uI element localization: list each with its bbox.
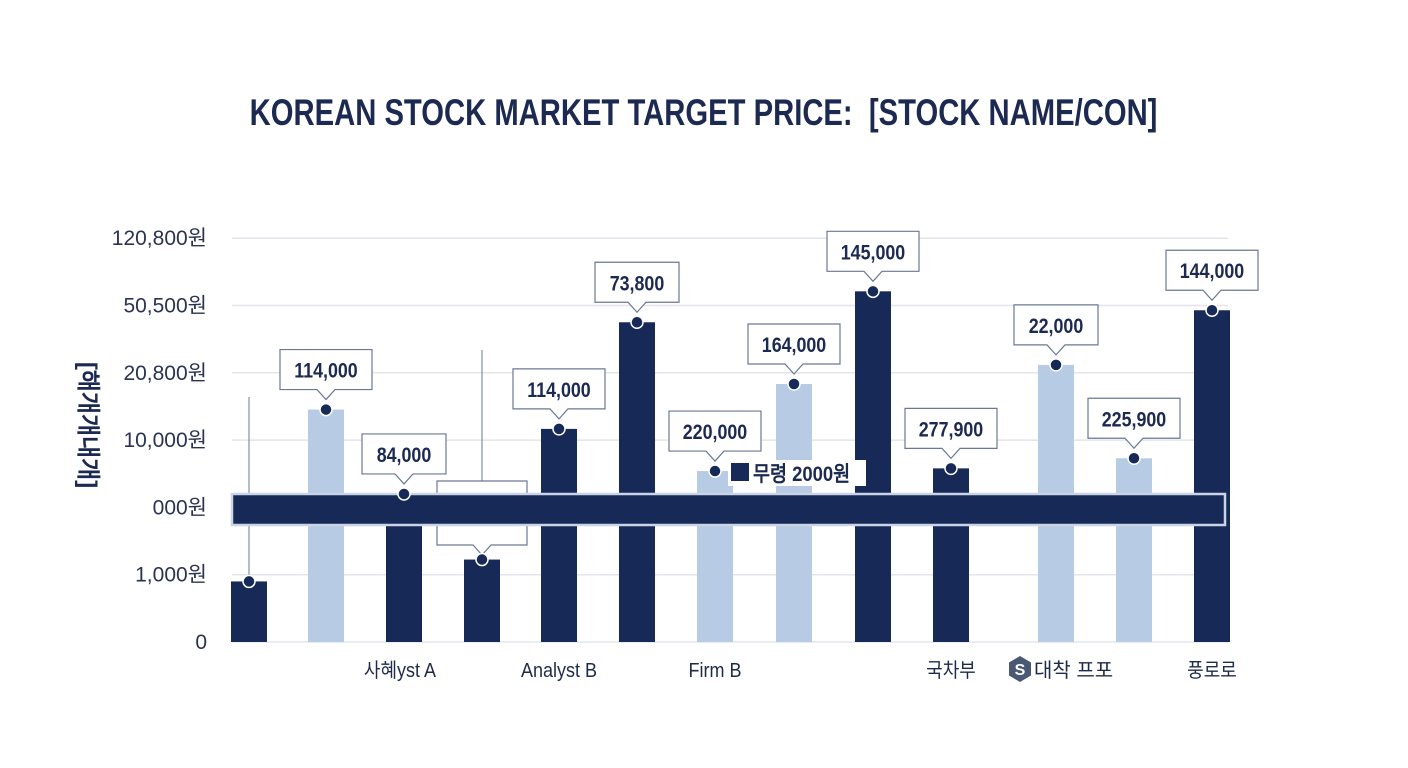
- data-label-callout: 164,000: [747, 323, 841, 375]
- callout-box: [279, 348, 373, 401]
- y-axis-title: [해개개내개]: [74, 362, 101, 488]
- data-label-callout: 144,000: [1165, 249, 1259, 302]
- callout-box: [1165, 249, 1259, 302]
- data-point-dot: [1127, 451, 1141, 466]
- legend-background: [728, 460, 866, 486]
- x-axis-label: 사혜yst A: [364, 659, 436, 682]
- x-axis-label: 국차부: [926, 659, 976, 682]
- data-point-dot: [397, 487, 411, 501]
- data-point-dot: [708, 464, 722, 478]
- data-point-dot: [319, 402, 333, 417]
- data-point-dot: [866, 284, 880, 299]
- data-label: 114,000: [527, 379, 591, 403]
- data-label-callout: 114,000: [512, 368, 606, 420]
- y-tick-label: 10,000원: [123, 429, 207, 452]
- data-label-callout: 225,900: [1087, 397, 1181, 450]
- bar: [541, 428, 577, 642]
- bar: [619, 322, 655, 642]
- data-point-dot: [552, 422, 566, 436]
- legend-swatch: [731, 463, 749, 481]
- callout-box: [1087, 397, 1181, 450]
- data-label: 164,000: [762, 334, 827, 358]
- logo-letter: S: [1015, 662, 1026, 679]
- data-label-callout: 145,000: [826, 230, 920, 283]
- data-label: 22,000: [1029, 315, 1084, 339]
- data-label: 114,000: [294, 359, 358, 383]
- data-label-callout: 73,800: [594, 261, 680, 314]
- data-point-dot: [944, 461, 958, 476]
- x-axis-label: Analyst B: [521, 660, 597, 682]
- y-tick-label: 20,800원: [123, 362, 207, 385]
- overlay-band: [230, 492, 1227, 527]
- data-label: 84,000: [377, 444, 432, 468]
- data-label-callout: 22,000: [1013, 304, 1099, 356]
- s-hexagon-logo: S: [1009, 656, 1031, 682]
- callout-box: [826, 230, 920, 283]
- x-axis-label: 풍로로: [1187, 660, 1237, 682]
- bar: [464, 559, 500, 642]
- data-label: 144,000: [1180, 260, 1245, 284]
- y-tick-label: 000원: [153, 496, 207, 519]
- logo-hexagon: [1009, 656, 1031, 682]
- bar: [1116, 458, 1152, 642]
- legend: 무령 2000원: [728, 460, 866, 486]
- y-tick-label: 0: [195, 631, 207, 654]
- bar: [1194, 310, 1230, 642]
- y-tick-label: 120,800원: [112, 227, 207, 250]
- legend-label: 무령 2000원: [753, 463, 850, 486]
- x-axis-label: 대착 프포: [1034, 659, 1113, 682]
- data-point-dot: [1049, 358, 1063, 372]
- data-label-callout: 277,900: [904, 407, 998, 460]
- data-label: 277,900: [919, 418, 984, 442]
- data-label-callout: 84,000: [361, 433, 447, 485]
- data-label: 225,900: [1102, 408, 1167, 432]
- data-point-dot: [630, 315, 644, 330]
- callout-box: [904, 407, 998, 460]
- data-label: 220,000: [683, 421, 748, 445]
- x-axis-label: Firm B: [689, 660, 742, 682]
- callout-box: [1013, 304, 1099, 356]
- data-point-dot: [242, 574, 256, 589]
- callout-box: [747, 323, 841, 375]
- chart-title: KOREAN STOCK MARKET TARGET PRICE: [STOCK…: [250, 92, 1158, 133]
- data-label-callout: 220,000: [668, 410, 762, 462]
- data-point-dot: [1205, 303, 1219, 318]
- callout-box: [668, 410, 762, 462]
- y-tick-label: 1,000원: [135, 564, 207, 587]
- data-label: 145,000: [841, 241, 906, 265]
- callout-box: [512, 368, 606, 420]
- callout-box: [361, 433, 447, 485]
- data-point-dot: [787, 377, 801, 391]
- data-label: 73,800: [610, 272, 665, 296]
- y-tick-label: 50,500원: [123, 295, 207, 318]
- data-label-callout: 114,000: [279, 348, 373, 401]
- callout-box: [594, 261, 680, 314]
- data-point-dot: [475, 552, 489, 567]
- bar: [231, 581, 267, 642]
